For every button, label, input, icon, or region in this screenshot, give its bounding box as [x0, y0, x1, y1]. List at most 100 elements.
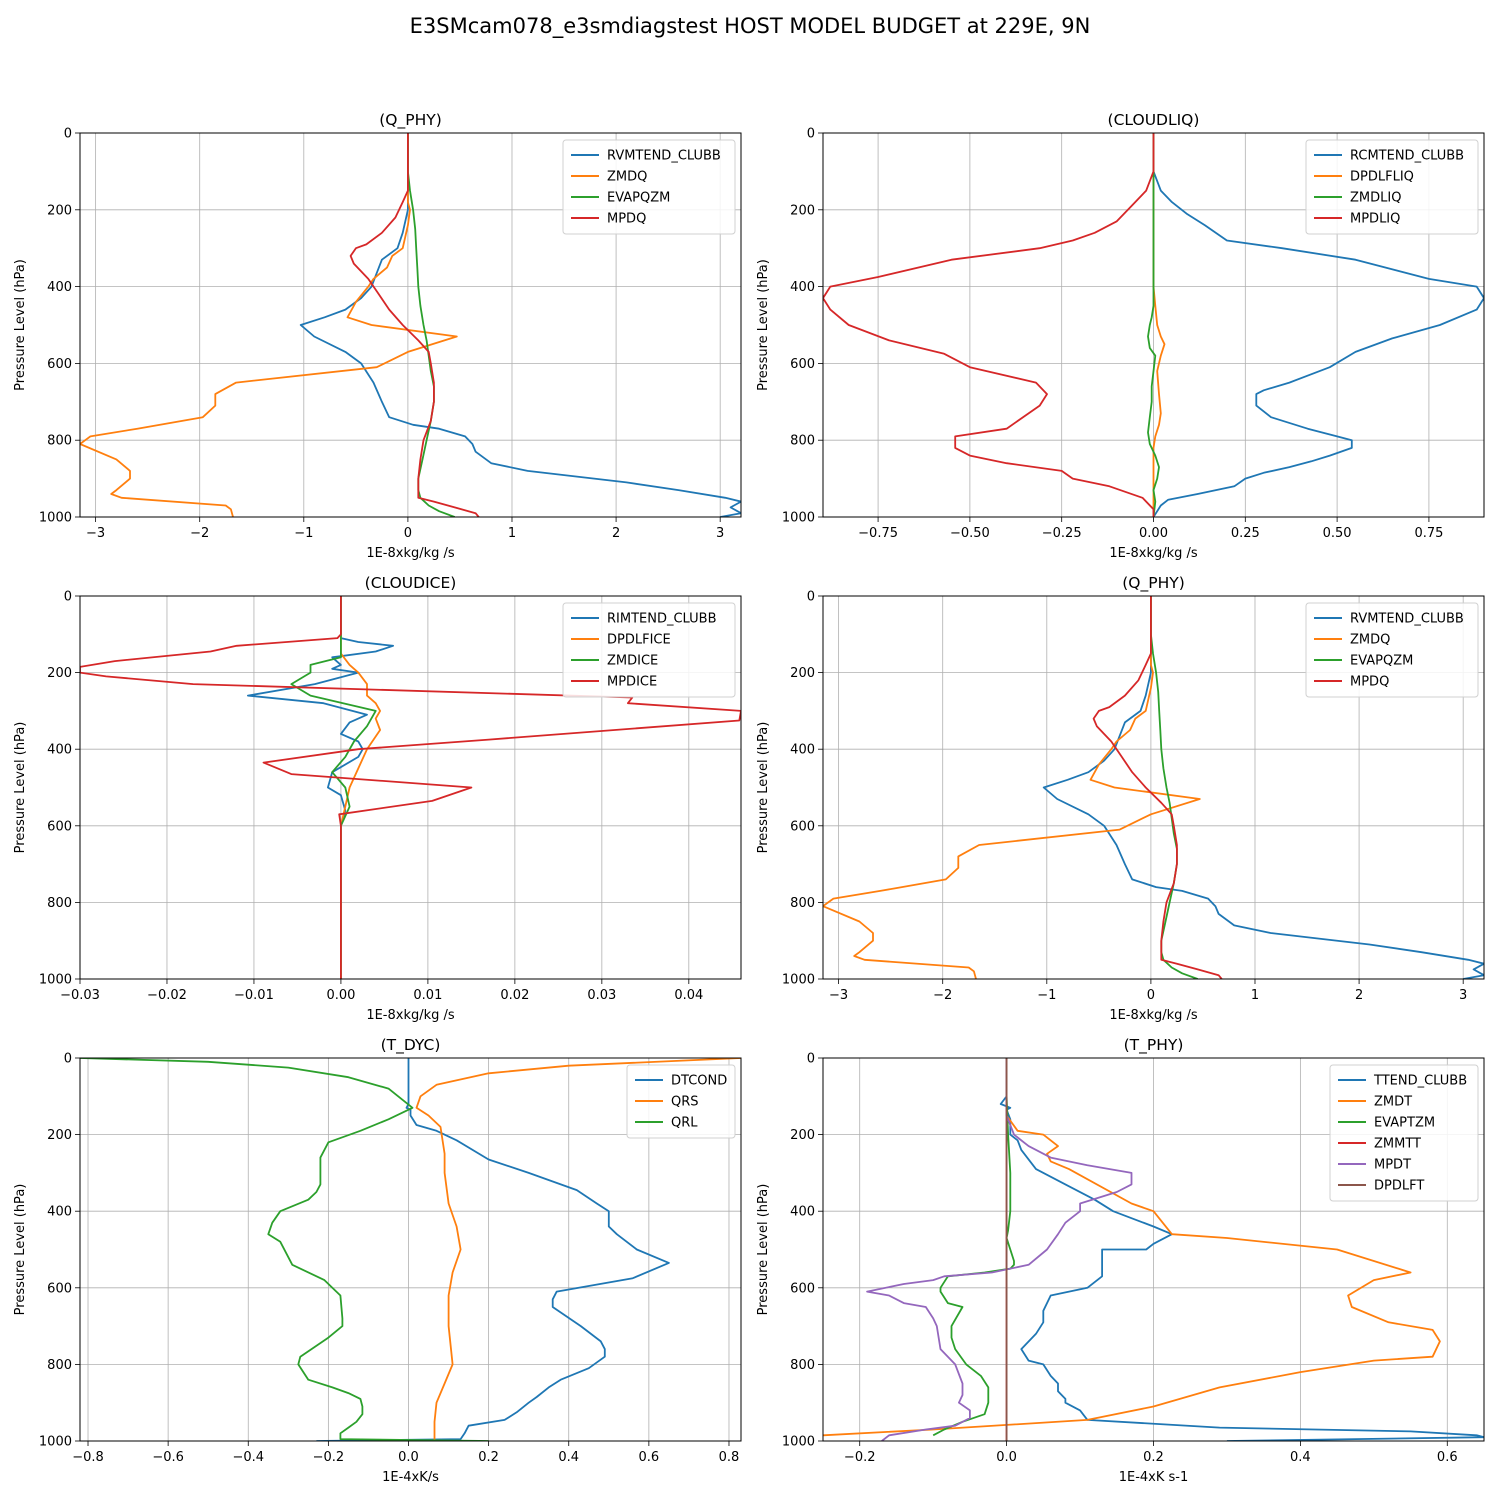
- series-line-qrl: [80, 1058, 489, 1441]
- legend: DTCOND QRS QRL: [626, 1064, 736, 1139]
- x-tick-label: −3: [86, 526, 105, 541]
- legend-box: [562, 602, 736, 698]
- legend-label: RVMTEND_CLUBB: [1350, 612, 1464, 627]
- x-tick-label: −0.8: [72, 1450, 104, 1465]
- legend-label: RVMTEND_CLUBB: [607, 149, 721, 164]
- legend-label: MPDICE: [607, 675, 657, 690]
- y-tick-label: 600: [47, 1281, 72, 1296]
- legend-box: [626, 1064, 736, 1139]
- x-tick-label: 0.25: [1231, 526, 1260, 541]
- series-line-zmdq: [80, 133, 458, 517]
- x-tick-label: 1: [1251, 988, 1259, 1003]
- legend-label: ZMMTT: [1374, 1137, 1421, 1152]
- panel-title: (Q_PHY): [379, 111, 442, 130]
- y-tick-label: 400: [47, 1205, 72, 1220]
- y-tick-label: 1000: [782, 1435, 815, 1450]
- plot-frame: [822, 132, 1485, 518]
- legend-label: MPDLIQ: [1350, 212, 1400, 227]
- legend-label: ZMDLIQ: [1350, 191, 1401, 206]
- x-tick-label: −0.2: [844, 1450, 876, 1465]
- x-tick-label: 0.2: [478, 1450, 499, 1465]
- y-tick-label: 800: [47, 1358, 72, 1373]
- legend-box: [562, 139, 736, 235]
- y-tick-label: 200: [47, 203, 72, 218]
- y-axis-label: Pressure Level (hPa): [13, 1184, 28, 1316]
- x-tick-label: 0.8: [719, 1450, 740, 1465]
- y-tick-label: 400: [790, 1205, 815, 1220]
- series-line-rcmtend_clubb: [1152, 133, 1484, 517]
- plot-frame: [822, 1057, 1485, 1442]
- legend: RVMTEND_CLUBB ZMDQ EVAPQZM MPDQ: [562, 139, 736, 235]
- series-line-evapqzm: [1150, 596, 1199, 979]
- y-tick-label: 0: [807, 127, 815, 142]
- x-tick-label: −2: [190, 526, 209, 541]
- y-tick-label: 600: [790, 357, 815, 372]
- x-tick-label: −0.4: [232, 1450, 264, 1465]
- x-tick-label: 2: [1355, 988, 1363, 1003]
- legend: RIMTEND_CLUBB DPDLFICE ZMDICE MPDICE: [562, 602, 736, 698]
- y-tick-label: 600: [47, 357, 72, 372]
- x-tick-label: 2: [612, 526, 620, 541]
- y-tick-label: 400: [790, 743, 815, 758]
- chart-panel-3: −0.03 −0.02 −0.01 0.00 0.01 0.02 0.03 0.04 0 200 4…: [13, 574, 742, 1023]
- legend-label: DPDLFICE: [607, 633, 671, 648]
- x-tick-label: 0.04: [674, 988, 703, 1003]
- series-line-mpdt: [866, 1058, 1133, 1441]
- legend-label: EVAPQZM: [1350, 654, 1413, 669]
- x-tick-label: 3: [716, 526, 724, 541]
- x-tick-label: 0: [404, 526, 412, 541]
- plot-frame: [822, 595, 1485, 980]
- y-tick-label: 200: [47, 1128, 72, 1143]
- x-tick-label: 0.01: [413, 988, 442, 1003]
- y-tick-label: 600: [790, 1281, 815, 1296]
- x-tick-label: −0.6: [152, 1450, 184, 1465]
- y-tick-label: 200: [47, 666, 72, 681]
- chart-panel-5: −0.8 −0.6 −0.4 −0.2 0.0 0.2 0.4 0.6 0.8 0 200 400 60…: [13, 1036, 742, 1485]
- series-line-mpdice: [80, 596, 741, 979]
- x-axis-label: 1E-4xK s-1: [1119, 1470, 1189, 1485]
- x-tick-label: −0.03: [60, 988, 100, 1003]
- x-tick-label: 0.0: [996, 1450, 1017, 1465]
- y-tick-label: 1000: [39, 973, 72, 988]
- legend-label: QRS: [671, 1095, 699, 1110]
- series-line-rvmtend_clubb: [1042, 596, 1484, 979]
- legend-label: RIMTEND_CLUBB: [607, 612, 717, 627]
- y-tick-label: 800: [790, 434, 815, 449]
- series-line-mpdq: [349, 133, 480, 517]
- x-tick-label: −0.50: [950, 526, 990, 541]
- series-line-ttend_clubb: [999, 1058, 1484, 1441]
- y-tick-label: 0: [64, 1052, 72, 1067]
- series-line-zmdice: [290, 596, 377, 979]
- series-line-rvmtend_clubb: [299, 133, 741, 517]
- x-tick-label: −2: [933, 988, 952, 1003]
- y-tick-label: 400: [47, 743, 72, 758]
- x-axis-label: 1E-8xkg/kg /s: [1109, 546, 1198, 561]
- legend-label: DPDLFLIQ: [1350, 170, 1414, 185]
- legend-label: MPDQ: [1350, 675, 1389, 690]
- y-tick-label: 1000: [39, 511, 72, 526]
- y-tick-label: 600: [790, 819, 815, 834]
- x-tick-label: 0: [1147, 988, 1155, 1003]
- x-tick-label: 0.2: [1143, 1450, 1164, 1465]
- y-tick-label: 200: [790, 666, 815, 681]
- panel-title: (Q_PHY): [1122, 574, 1185, 593]
- legend-label: ZMDQ: [607, 170, 647, 185]
- x-axis-label: 1E-8xkg/kg /s: [1109, 1008, 1198, 1023]
- x-tick-label: −0.02: [147, 988, 187, 1003]
- series-line-qrs: [415, 1058, 741, 1441]
- y-tick-label: 200: [790, 1128, 815, 1143]
- x-tick-label: −0.01: [234, 988, 274, 1003]
- legend-label: DPDLFT: [1374, 1179, 1424, 1194]
- series-line-mpdq: [1092, 596, 1223, 979]
- legend-label: MPDT: [1374, 1158, 1411, 1173]
- plot-frame: [79, 132, 742, 518]
- y-axis-label: Pressure Level (hPa): [756, 722, 771, 854]
- legend-label: TTEND_CLUBB: [1373, 1074, 1467, 1089]
- y-tick-label: 800: [47, 434, 72, 449]
- y-tick-label: 0: [64, 590, 72, 605]
- x-axis-label: 1E-8xkg/kg /s: [366, 546, 455, 561]
- legend-label: DTCOND: [671, 1074, 727, 1089]
- legend: RVMTEND_CLUBB ZMDQ EVAPQZM MPDQ: [1305, 602, 1479, 698]
- legend: RCMTEND_CLUBB DPDLFLIQ ZMDLIQ MPDLIQ: [1305, 139, 1479, 235]
- legend-label: ZMDT: [1374, 1095, 1412, 1110]
